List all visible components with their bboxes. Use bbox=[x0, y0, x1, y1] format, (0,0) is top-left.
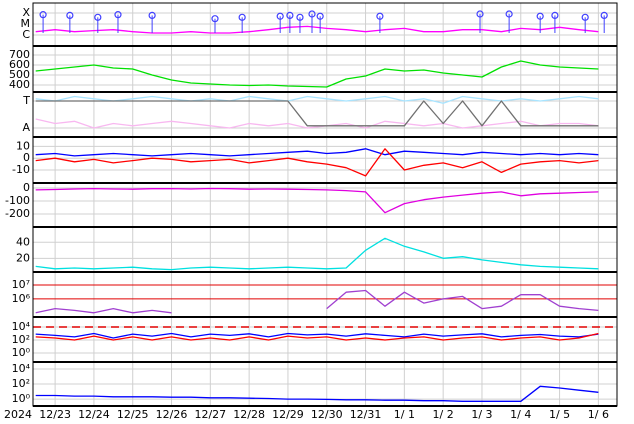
x-tick-label: 1/ 3 bbox=[471, 408, 492, 421]
x-tick-label: 12/31 bbox=[350, 408, 382, 421]
x-tick-label: 12/27 bbox=[194, 408, 226, 421]
series-line bbox=[35, 148, 599, 177]
y-tick-label: M bbox=[21, 17, 31, 30]
x-tick-label: 1/ 5 bbox=[549, 408, 570, 421]
y-tick-label: 700 bbox=[9, 48, 30, 61]
flare-marker bbox=[148, 11, 156, 19]
y-tick-label: 10⁰ bbox=[12, 392, 31, 405]
y-tick-label: 10⁶ bbox=[12, 292, 31, 305]
y-tick-label: T bbox=[22, 94, 30, 107]
flare-marker bbox=[581, 13, 589, 21]
panel-frame bbox=[32, 2, 618, 47]
flare-marker bbox=[114, 11, 122, 19]
x-tick-label: 12/25 bbox=[117, 408, 149, 421]
y-tick-label: A bbox=[22, 121, 30, 134]
x-tick-label: 12/29 bbox=[272, 408, 304, 421]
series-line bbox=[35, 187, 599, 214]
y-tick-label: 10⁴ bbox=[12, 320, 31, 333]
flare-marker bbox=[211, 15, 219, 23]
flare-marker bbox=[286, 11, 294, 19]
series-line bbox=[35, 60, 599, 88]
x-tick-label: 12/23 bbox=[39, 408, 71, 421]
y-tick-label: 40 bbox=[16, 235, 30, 248]
y-tick-label: C bbox=[22, 28, 30, 41]
panel-frame bbox=[32, 136, 618, 184]
x-tick-label: 12/28 bbox=[233, 408, 265, 421]
y-tick-label: 500 bbox=[9, 68, 30, 81]
flare-marker bbox=[536, 12, 544, 20]
y-tick-label: -100 bbox=[5, 194, 30, 207]
x-tick-label: 1/ 2 bbox=[433, 408, 454, 421]
x-tick-label: 1/ 4 bbox=[510, 408, 531, 421]
flare-marker bbox=[505, 10, 513, 18]
flare-marker bbox=[316, 12, 324, 20]
x-tick-label: 1/ 1 bbox=[394, 408, 415, 421]
y-tick-label: 20 bbox=[16, 251, 30, 264]
flare-marker bbox=[39, 11, 47, 19]
y-tick-label: 10 bbox=[16, 139, 30, 152]
y-tick-label: -10 bbox=[12, 163, 30, 176]
flare-marker bbox=[94, 13, 102, 21]
flare-marker bbox=[66, 11, 74, 19]
y-tick-label: 10⁰ bbox=[12, 346, 31, 359]
series-line bbox=[35, 332, 599, 339]
series-line bbox=[35, 95, 599, 104]
series-line bbox=[35, 289, 599, 314]
y-tick-label: 10⁴ bbox=[12, 362, 31, 375]
y-tick-label: 10⁷ bbox=[12, 278, 30, 291]
flare-marker bbox=[238, 13, 246, 21]
series-line bbox=[35, 100, 599, 127]
flare-marker bbox=[600, 11, 608, 19]
y-tick-label: 600 bbox=[9, 58, 30, 71]
series-line bbox=[35, 385, 599, 402]
flare-marker bbox=[296, 13, 304, 21]
y-tick-label: X bbox=[22, 6, 30, 19]
y-tick-label: 10² bbox=[12, 333, 30, 346]
y-tick-label: 10² bbox=[12, 377, 30, 390]
series-line bbox=[35, 237, 599, 271]
series-line bbox=[35, 118, 599, 129]
flare-marker bbox=[376, 12, 384, 20]
y-tick-label: 0 bbox=[23, 151, 30, 164]
series-line bbox=[35, 25, 599, 34]
y-tick-label: 0 bbox=[23, 181, 30, 194]
series-line bbox=[35, 148, 599, 157]
x-tick-label: 12/26 bbox=[156, 408, 188, 421]
x-tick-label: 1/ 6 bbox=[588, 408, 609, 421]
y-tick-label: 400 bbox=[9, 78, 30, 91]
flare-marker bbox=[476, 10, 484, 18]
y-tick-label: -200 bbox=[5, 207, 30, 220]
flare-marker bbox=[276, 12, 284, 20]
x-tick-label: 12/30 bbox=[311, 408, 343, 421]
flare-marker bbox=[308, 10, 316, 18]
flare-marker bbox=[551, 11, 559, 19]
series-line bbox=[35, 332, 599, 341]
x-tick-label: 12/24 bbox=[78, 408, 110, 421]
year-label: 2024 bbox=[4, 408, 32, 421]
